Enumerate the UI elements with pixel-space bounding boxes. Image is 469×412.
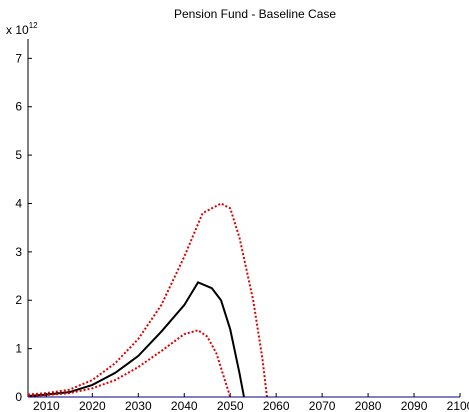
x-tick-label: 2040: [171, 399, 198, 412]
y-tick-label: 2: [15, 293, 22, 307]
x-tick-label: 2080: [355, 399, 382, 412]
y-tick-label: 0: [15, 390, 22, 404]
y-tick-label: 4: [15, 196, 22, 210]
x-tick-label: 2060: [263, 399, 290, 412]
series-line: [27, 202, 268, 398]
x-tick-label: 2050: [217, 399, 244, 412]
x-tick-label: 2020: [79, 399, 106, 412]
x-tick-label: 2030: [125, 399, 152, 412]
multiplier-exponent: 12: [29, 21, 38, 30]
axis-multiplier: x 1012: [6, 21, 38, 37]
y-tick-label: 1: [15, 342, 22, 356]
y-tick-label: 7: [15, 51, 22, 65]
x-tick-label: 2100: [447, 399, 469, 412]
y-tick-label: 6: [15, 100, 22, 114]
x-tick-label: 2070: [309, 399, 336, 412]
x-tick-label: 2010: [33, 399, 60, 412]
y-tick-label: 3: [15, 245, 22, 259]
series-line: [27, 329, 232, 398]
y-tick-label: 5: [15, 148, 22, 162]
x-tick-label: 2090: [401, 399, 428, 412]
chart-title: Pension Fund - Baseline Case: [174, 7, 336, 21]
multiplier-base: x 10: [6, 23, 29, 37]
series-line: [27, 281, 245, 398]
